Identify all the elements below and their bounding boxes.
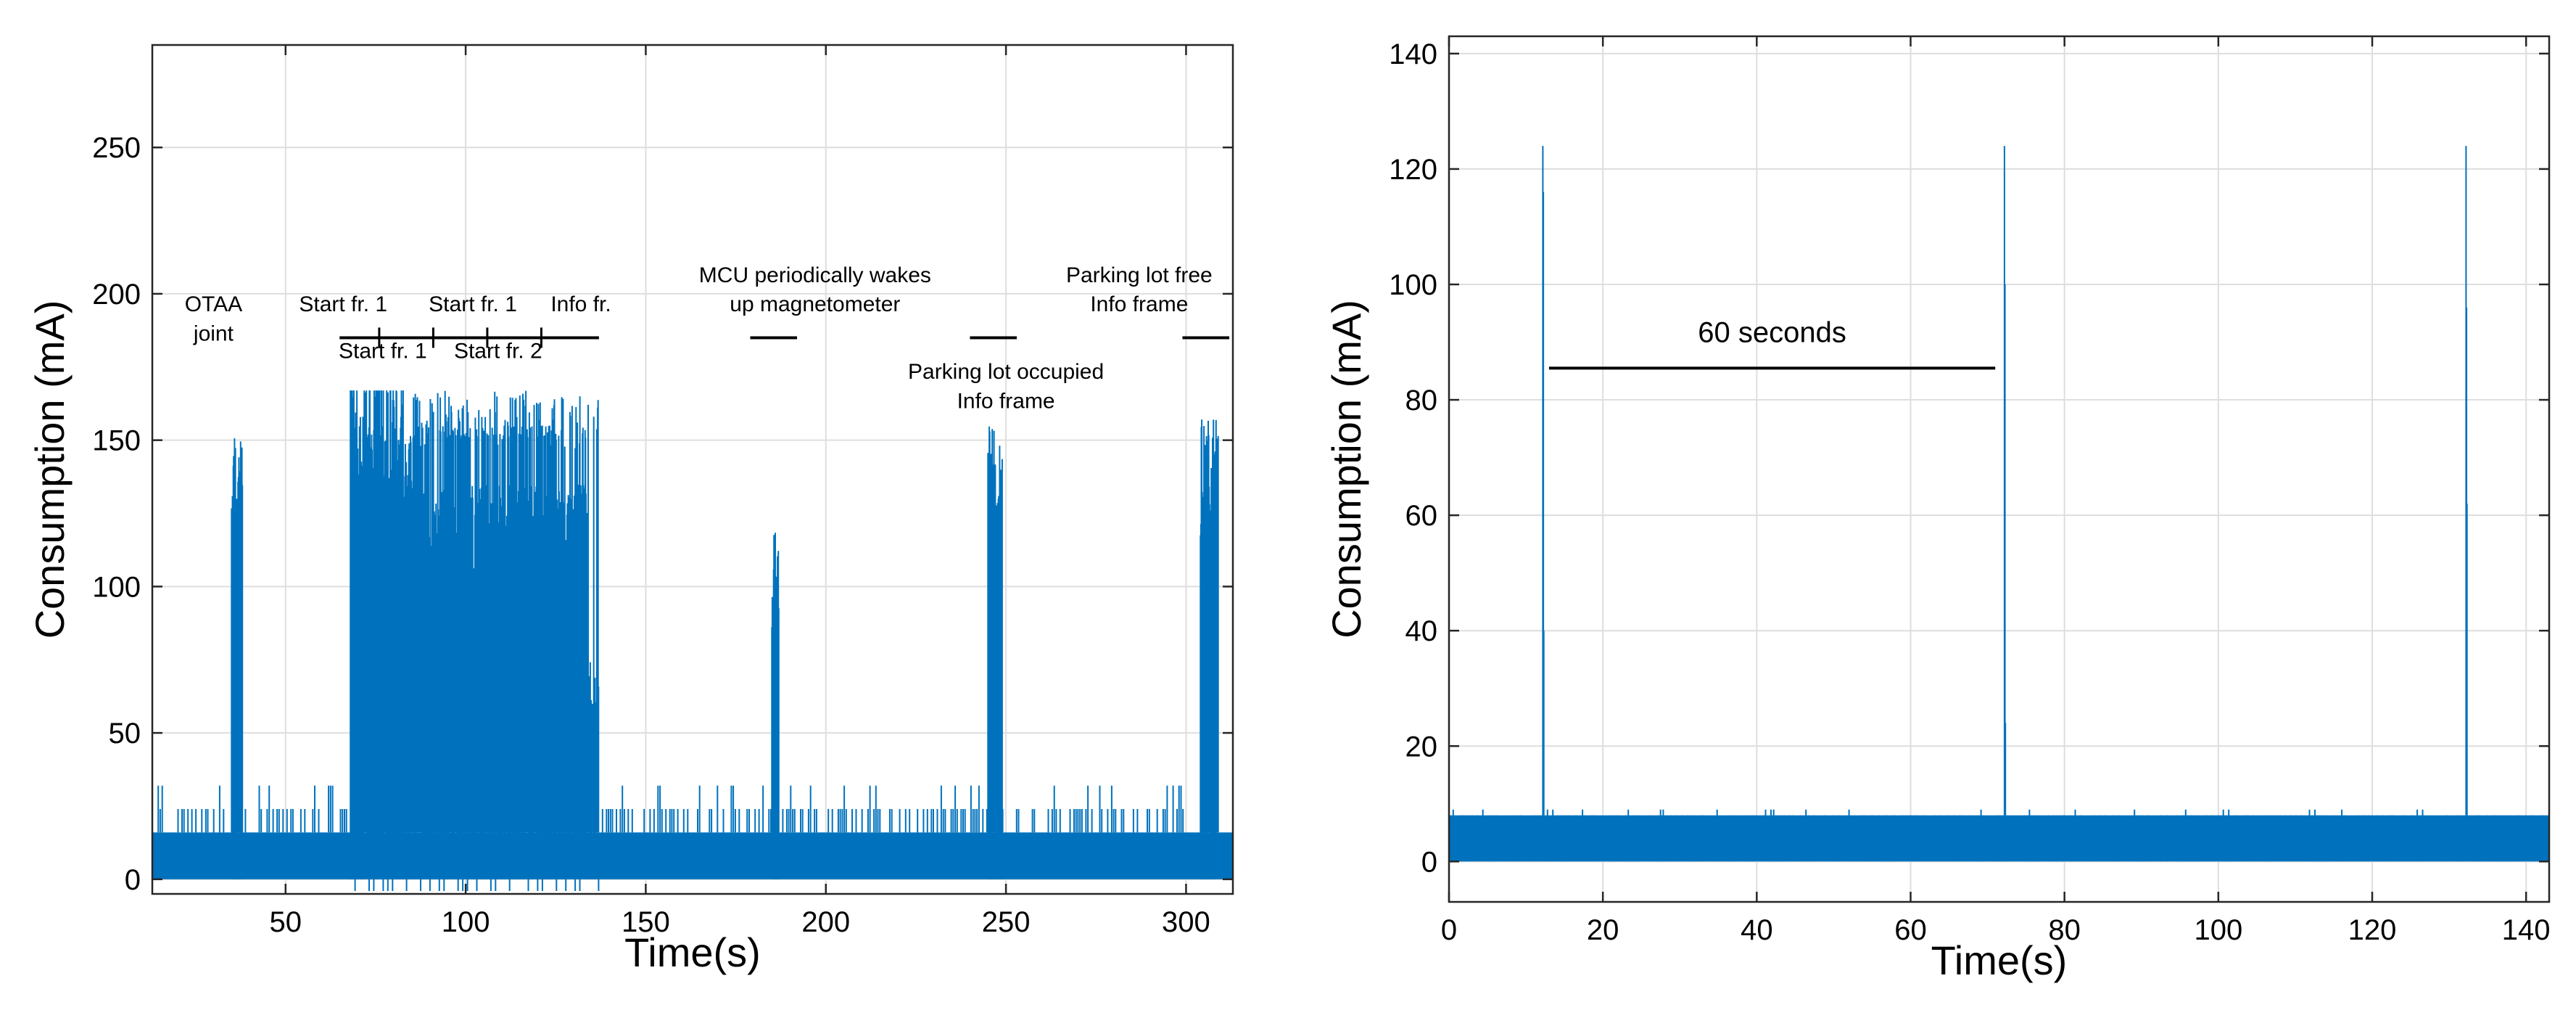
right-x-axis-label: Time(s) [1931,937,2068,983]
left-annotation-markers [339,327,1230,348]
annotation-text: Start fr. 1 [339,340,427,364]
annotation-text: MCU periodically wakes [699,263,931,287]
x-tick-label: 200 [801,906,850,938]
x-tick-label: 60 [1894,914,1927,946]
annotation-text: 60 seconds [1698,317,1846,349]
right-x-ticks: 0 20 40 60 80 100 120 140 [1441,36,2551,946]
y-tick-label: 50 [109,718,141,750]
right-y-axis-label: Consumption (mA) [1324,300,1369,639]
y-tick-label: 100 [1389,269,1437,301]
left-grid [152,45,1233,894]
annotation-text: Parking lot occupied [908,360,1104,384]
x-tick-label: 0 [1441,914,1457,946]
right-series-current [1449,146,2549,862]
annotation-text: Info frame [957,389,1055,413]
right-annotations: 60 seconds [1698,317,1846,349]
y-tick-label: 120 [1389,154,1437,186]
right-y-ticks: 0 20 40 60 80 100 120 140 [1389,38,2549,878]
annotation-text: Info frame [1090,292,1188,316]
x-tick-label: 300 [1162,906,1210,938]
series-current-line [1450,146,2549,862]
annotation-text: Start fr. 1 [299,292,387,316]
left-y-ticks: 0 50 100 150 200 250 [92,132,1233,896]
series-current-line [152,390,1219,891]
y-tick-label: 0 [125,864,141,896]
left-axes-frame [151,44,1234,895]
y-tick-label: 60 [1405,500,1438,532]
baseline-band [1449,815,2549,862]
left-x-axis-label: Time(s) [624,929,761,975]
x-tick-label: 20 [1587,914,1619,946]
left-y-axis-label: Consumption (mA) [27,300,73,639]
annotation-text: OTAA [185,292,242,316]
right-chart: 0 20 40 60 80 100 120 140 0 20 40 60 80 100 120 140 60… [1324,35,2551,983]
y-tick-label: 40 [1405,615,1438,647]
y-tick-label: 140 [1389,38,1437,70]
annotation-text: Start fr. 1 [429,292,517,316]
left-chart: 50 100 150 200 250 300 0 50 100 150 200 250 OTAA jo… [27,44,1234,975]
x-tick-label: 140 [2502,914,2551,946]
annotation-text: Parking lot free [1066,263,1213,287]
left-series-current [152,390,1233,891]
y-tick-label: 200 [92,279,141,311]
x-tick-label: 150 [622,906,670,938]
x-tick-label: 250 [982,906,1031,938]
y-tick-label: 150 [92,425,141,457]
x-tick-label: 80 [2048,914,2081,946]
y-tick-label: 20 [1405,731,1438,763]
y-tick-label: 100 [92,571,141,603]
left-x-ticks: 50 100 150 200 250 300 [270,45,1210,938]
x-tick-label: 100 [2194,914,2242,946]
x-tick-label: 120 [2348,914,2397,946]
annotation-text: joint [193,321,234,345]
right-grid [1448,36,2549,902]
y-tick-label: 0 [1421,846,1437,878]
x-tick-label: 40 [1741,914,1773,946]
annotation-text: Info fr. [550,292,611,316]
annotation-text: up magnetometer [730,292,900,316]
annotation-text: Start fr. 2 [454,340,542,364]
y-tick-label: 250 [92,132,141,164]
y-tick-label: 80 [1405,385,1438,416]
baseline-band [152,832,1233,879]
x-tick-label: 100 [442,906,490,938]
x-tick-label: 50 [270,906,302,938]
right-axes-frame [1448,35,2551,903]
